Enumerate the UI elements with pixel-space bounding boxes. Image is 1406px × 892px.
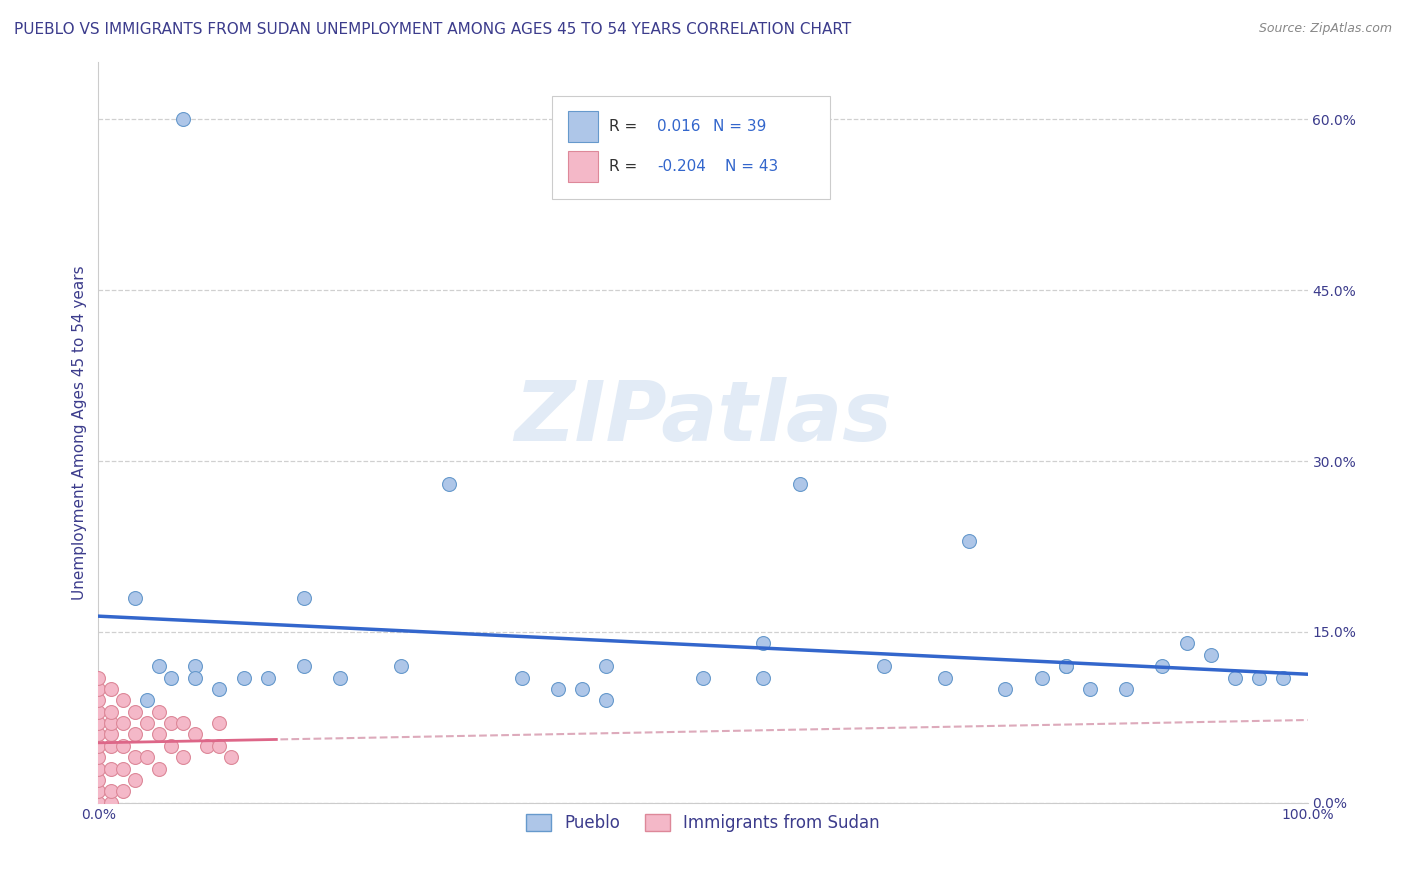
Point [135, 750, 157, 764]
Point [100, 681, 122, 696]
Point [1054, 659, 1077, 673]
Point [752, 636, 775, 650]
Point [87, 681, 110, 696]
Text: Source: ZipAtlas.com: Source: ZipAtlas.com [1258, 22, 1392, 36]
FancyBboxPatch shape [568, 112, 598, 143]
Point [111, 739, 134, 753]
Point [1272, 671, 1295, 685]
Point [172, 750, 194, 764]
Text: -0.204: -0.204 [657, 160, 706, 174]
Point [195, 739, 218, 753]
Point [87, 716, 110, 731]
Point [292, 659, 315, 673]
Point [124, 727, 146, 741]
FancyBboxPatch shape [551, 95, 830, 200]
Point [184, 659, 207, 673]
Point [510, 671, 533, 685]
Point [160, 716, 183, 731]
Point [789, 476, 811, 491]
FancyBboxPatch shape [568, 152, 598, 182]
Point [172, 716, 194, 731]
Point [957, 533, 980, 548]
Point [111, 762, 134, 776]
Point [184, 727, 207, 741]
Point [232, 671, 254, 685]
Point [1249, 671, 1271, 685]
Point [389, 659, 412, 673]
Point [595, 693, 617, 707]
Point [208, 681, 231, 696]
Point [87, 796, 110, 810]
Text: N = 39: N = 39 [713, 120, 766, 135]
Point [221, 750, 243, 764]
Point [1199, 648, 1222, 662]
Point [934, 671, 956, 685]
Point [547, 681, 569, 696]
Point [87, 693, 110, 707]
Point [135, 693, 157, 707]
Point [160, 739, 183, 753]
Point [1115, 681, 1137, 696]
Point [437, 476, 460, 491]
Legend: Pueblo, Immigrants from Sudan: Pueblo, Immigrants from Sudan [519, 807, 887, 838]
Text: R =: R = [609, 120, 637, 135]
Point [124, 750, 146, 764]
Point [571, 681, 593, 696]
Point [111, 716, 134, 731]
Point [87, 750, 110, 764]
Text: 0.016: 0.016 [657, 120, 700, 135]
Point [1031, 671, 1053, 685]
Point [100, 705, 122, 719]
Point [87, 772, 110, 787]
Point [100, 784, 122, 798]
Point [111, 784, 134, 798]
Point [100, 739, 122, 753]
Point [87, 784, 110, 798]
Point [148, 705, 170, 719]
Point [1054, 659, 1077, 673]
Point [124, 705, 146, 719]
Point [172, 112, 194, 127]
Point [1175, 636, 1198, 650]
Point [124, 591, 146, 605]
Text: ZIPatlas: ZIPatlas [515, 377, 891, 458]
Point [208, 716, 231, 731]
Point [87, 727, 110, 741]
Text: PUEBLO VS IMMIGRANTS FROM SUDAN UNEMPLOYMENT AMONG AGES 45 TO 54 YEARS CORRELATI: PUEBLO VS IMMIGRANTS FROM SUDAN UNEMPLOY… [14, 22, 851, 37]
Point [100, 727, 122, 741]
Point [100, 762, 122, 776]
Point [100, 796, 122, 810]
Text: N = 43: N = 43 [724, 160, 778, 174]
Point [160, 671, 183, 685]
Point [87, 762, 110, 776]
Point [595, 659, 617, 673]
Y-axis label: Unemployment Among Ages 45 to 54 years: Unemployment Among Ages 45 to 54 years [72, 265, 87, 600]
Point [292, 591, 315, 605]
Point [124, 772, 146, 787]
Point [111, 693, 134, 707]
Point [87, 671, 110, 685]
Point [329, 671, 352, 685]
Point [87, 705, 110, 719]
Point [1152, 659, 1174, 673]
Point [148, 659, 170, 673]
Point [873, 659, 896, 673]
Text: R =: R = [609, 160, 637, 174]
Point [148, 762, 170, 776]
Point [692, 671, 714, 685]
Point [87, 739, 110, 753]
Point [148, 727, 170, 741]
Point [256, 671, 278, 685]
Point [752, 671, 775, 685]
Point [208, 739, 231, 753]
Point [1223, 671, 1246, 685]
Point [994, 681, 1017, 696]
Point [1078, 681, 1101, 696]
Point [135, 716, 157, 731]
Point [100, 716, 122, 731]
Point [184, 671, 207, 685]
